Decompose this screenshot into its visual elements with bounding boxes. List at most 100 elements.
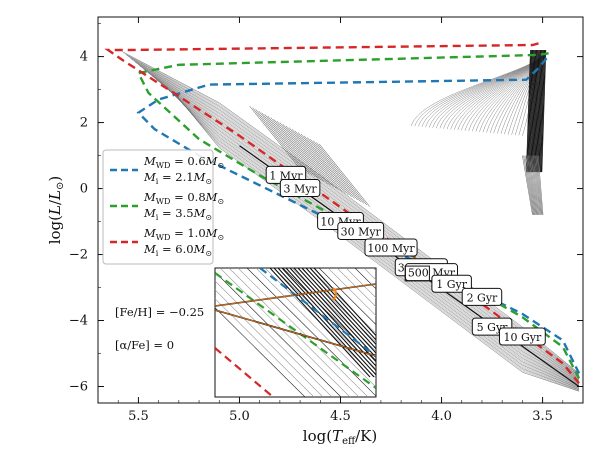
inset-track [215,298,315,397]
inset-dense-track [313,268,376,337]
inset-dense-track [297,268,376,354]
isochrone-label-text: 2 Gyr [467,291,498,304]
hot-track [267,115,319,179]
series-line-2 [136,52,581,379]
isochrone-label-box [498,327,546,346]
giant-tail-track [533,155,541,215]
giant-tail-track [531,155,540,215]
giant-tail-track [526,155,536,215]
giant-clump-track [530,49,535,173]
hot-track [273,119,325,183]
giant-clump-track [535,49,541,173]
cooling-track [175,95,580,392]
hot-track [307,137,358,201]
inset-dense-track [293,268,376,359]
y-tick-label: 2 [80,116,88,131]
giant-clump-track [538,49,544,173]
giant-tail-track [535,155,542,215]
hot-track [300,133,352,197]
giant-tail-track [537,155,544,215]
legend-mwd-label: MWD = 0.8M⊙ [143,190,224,206]
zoom-box [404,265,430,282]
hot-track [319,143,370,207]
hot-track [249,105,301,169]
inset-track [300,268,376,343]
isochrone-label: 2 Gyr [461,287,503,306]
hot-track [310,138,361,202]
hot-track [279,122,331,186]
isochrone-label-box [279,179,321,198]
giant-clump-track [541,49,547,173]
inset-series-line [259,268,376,358]
feh-annotation: [Fe/H] = −0.25 [115,305,204,319]
inset-dense-track [301,268,376,350]
hot-track [297,132,349,196]
legend-mwd-label: MWD = 1.0M⊙ [143,226,224,242]
inset-series-line [215,347,275,397]
hot-track [252,107,304,171]
hot-track [264,114,316,178]
hot-track [285,125,337,189]
legend-mi-label: Mi = 6.0M⊙ [143,242,212,258]
inset-track [327,268,376,317]
inset-track [215,271,342,397]
giant-clump-track [526,49,532,173]
inset-isochrone-highlight [215,309,376,357]
isochrone-label-text: 100 Myr [367,242,415,255]
legend: MWD = 0.6M⊙Mi = 2.1M⊙ MWD = 0.8M⊙Mi = 3.5… [102,149,224,265]
giant-clump-track [540,49,546,173]
isochrone-label-box [461,287,503,306]
hot-track [291,129,343,193]
giant-tail-track [529,155,538,215]
inset-dense-track [289,268,376,363]
y-axis-label: log(L/L⊙) [46,176,66,245]
series-line-1 [136,57,581,374]
giant-tail-track [524,155,535,215]
isochrone-label: 10 Gyr [498,327,546,346]
hot-track [313,140,364,204]
inset-track [255,268,376,388]
hot-track [261,112,313,176]
giant-tail-track [536,155,543,215]
hot-track [270,117,322,181]
hot-track [316,142,367,206]
giant-tail-track [525,155,536,215]
hot-track [303,135,355,199]
inset-track [336,268,376,308]
isochrone-label-box [337,221,385,240]
y-tick-label: −4 [69,314,88,329]
x-tick-label: 5.0 [229,409,250,424]
inset-track [273,268,376,370]
isochrone-label: 1 Gyr [431,274,472,293]
x-tick-label: 3.5 [532,409,553,424]
giant-tail-track [528,155,537,215]
hot-track [258,110,310,174]
x-axis-label: log(Teff/K) [303,427,377,447]
inset-track [215,280,333,397]
inset-dense-track [305,268,376,346]
inset-track [345,268,376,299]
x-tick-label: 4.5 [330,409,351,424]
giant-tail-track [530,155,539,215]
y-tick-label: 4 [80,50,88,65]
isochrone-label: 3 Myr [279,179,321,198]
isochrone-label-text: 3 Myr [283,183,317,196]
hot-track [294,130,346,194]
y-tick-label: −6 [69,380,88,395]
giant-branch-track [432,53,545,128]
giant-clump-track [526,49,531,173]
legend-mwd-label: MWD = 0.6M⊙ [143,154,224,170]
inset-dense-track [273,268,375,378]
hot-track [282,124,334,188]
isochrone-label: 100 Myr [364,238,418,257]
isochrone-label: 30 Myr [337,221,385,240]
x-tick-label: 5.5 [128,409,149,424]
isochrone-label-text: 1 Gyr [436,278,467,291]
inset-dense-track [277,268,376,376]
legend-box [102,149,214,265]
giant-clump-track [539,49,545,173]
x-tick-label: 4.0 [431,409,452,424]
isochrone-label-box [431,274,472,293]
giant-clump-track [528,49,534,173]
